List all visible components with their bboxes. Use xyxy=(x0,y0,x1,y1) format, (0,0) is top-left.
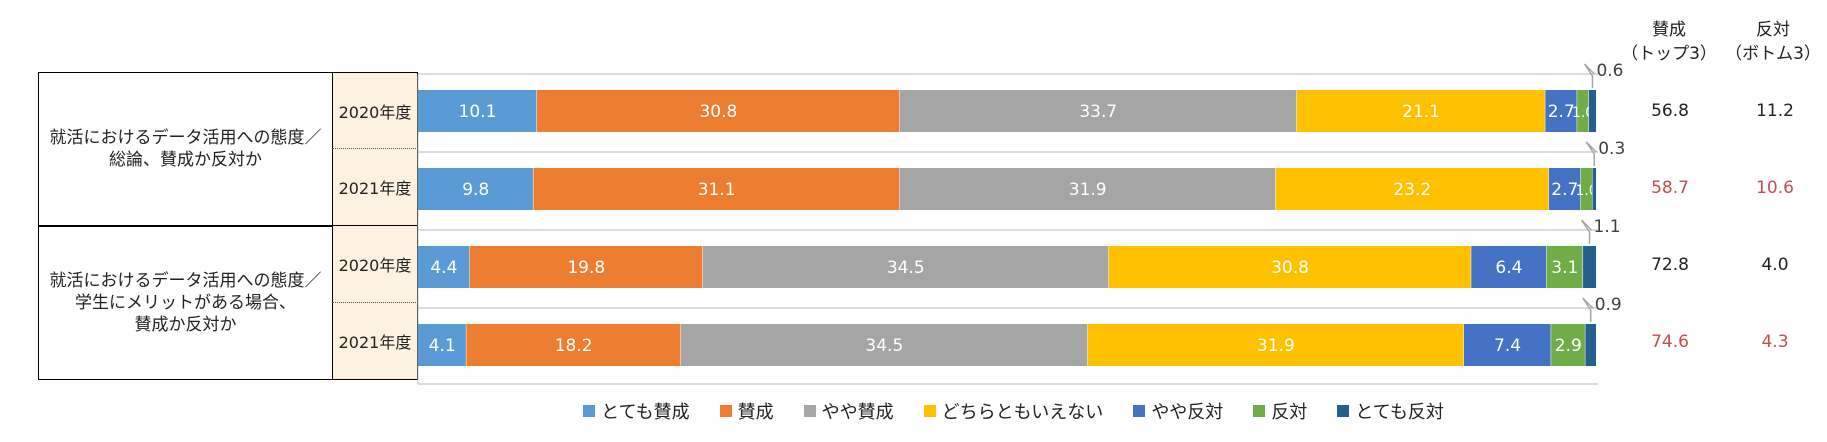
bar-segment xyxy=(1296,90,1546,132)
callout-line xyxy=(1585,141,1597,166)
bar-segment xyxy=(418,90,537,132)
data-label: 31.9 xyxy=(1257,336,1295,356)
callout-line xyxy=(1580,219,1593,244)
bar-segment xyxy=(702,246,1109,288)
bar-segment xyxy=(899,90,1297,132)
data-label: 34.5 xyxy=(887,258,925,278)
data-label: 30.8 xyxy=(699,102,737,122)
disagree-total-header: 反対 （ボトム3） xyxy=(1725,20,1821,64)
legend-label: やや反対 xyxy=(1151,402,1224,423)
data-label: 4.1 xyxy=(429,336,456,356)
legend-label: やや賛成 xyxy=(821,402,894,423)
legend-swatch xyxy=(923,405,936,417)
agree-total-g2-r1: 72.8 xyxy=(1651,255,1689,275)
legend-item: 反対 xyxy=(1253,398,1307,424)
data-label: 1.0 xyxy=(1572,105,1594,121)
legend-swatch xyxy=(803,405,816,417)
callout-line xyxy=(1583,63,1595,88)
bar-segment xyxy=(1588,90,1596,132)
bar-segment xyxy=(1577,90,1589,132)
data-label: 10.1 xyxy=(459,102,497,122)
bar-segment xyxy=(1108,246,1472,288)
data-label: 21.1 xyxy=(1402,102,1440,122)
callout-line xyxy=(1582,297,1594,322)
bar-segment xyxy=(1585,324,1596,366)
data-label: 9.8 xyxy=(462,180,489,200)
data-label: 2.7 xyxy=(1551,180,1578,200)
year-label-g2-r2: 2021年度 xyxy=(332,303,418,380)
bar-segment xyxy=(1463,324,1552,366)
disagree-total-g2-r1: 4.0 xyxy=(1761,255,1789,275)
bar-segment xyxy=(899,168,1276,210)
bar-segment xyxy=(1583,246,1596,288)
data-label: 34.5 xyxy=(865,336,903,356)
agree-total-header: 賛成 （トップ3） xyxy=(1621,20,1717,64)
data-label: 1.1 xyxy=(1594,217,1621,237)
bar-segment xyxy=(1551,324,1586,366)
bar-segment xyxy=(536,90,900,132)
data-label: 18.2 xyxy=(555,336,593,356)
question-label-1: 就活におけるデータ活用への態度／ 総論、賛成か反対か xyxy=(38,72,333,226)
disagree-total-g1-r2: 10.6 xyxy=(1756,178,1794,198)
bar-segment xyxy=(1545,90,1578,132)
legend-swatch xyxy=(583,405,596,417)
legend-item: とても賛成 xyxy=(583,398,690,424)
data-label: 31.9 xyxy=(1069,180,1107,200)
bar-segment xyxy=(1548,168,1581,210)
bar-segment xyxy=(418,246,470,288)
agree-total-g1-r2: 58.7 xyxy=(1651,178,1689,198)
data-label: 7.4 xyxy=(1494,336,1521,356)
legend-item: やや反対 xyxy=(1133,398,1223,424)
bar-segment xyxy=(418,324,467,366)
bar-segment xyxy=(1471,246,1547,288)
legend-label: とても賛成 xyxy=(601,402,690,423)
legend-label: どちらともいえない xyxy=(941,402,1104,423)
legend-item: とても反対 xyxy=(1337,398,1444,424)
legend-label: 賛成 xyxy=(737,402,774,423)
agree-total-g1-r1: 56.8 xyxy=(1651,101,1689,121)
data-label: 30.8 xyxy=(1271,258,1309,278)
data-label: 23.2 xyxy=(1393,180,1431,200)
data-label: 1.0 xyxy=(1575,183,1597,199)
data-label: 33.7 xyxy=(1079,102,1117,122)
disagree-total-g2-r2: 4.3 xyxy=(1761,332,1789,352)
data-label: 2.9 xyxy=(1555,336,1582,356)
data-label: 0.9 xyxy=(1595,295,1622,315)
data-label: 3.1 xyxy=(1551,258,1578,278)
year-label-g1-r1: 2020年度 xyxy=(332,72,418,149)
bar-segment xyxy=(1275,168,1549,210)
legend-item: やや賛成 xyxy=(803,398,894,424)
agree-total-g2-r2: 74.6 xyxy=(1651,332,1689,352)
data-label: 2.7 xyxy=(1548,102,1575,122)
bar-segment xyxy=(1546,246,1584,288)
legend-item: 賛成 xyxy=(719,398,774,424)
bar-segment xyxy=(680,324,1088,366)
bar-segment xyxy=(469,246,703,288)
disagree-total-g1-r1: 11.2 xyxy=(1756,101,1794,121)
bar-segment xyxy=(1580,168,1593,210)
legend-label: 反対 xyxy=(1271,402,1308,423)
legend-swatch xyxy=(1133,405,1146,417)
bar-segment xyxy=(1592,168,1596,210)
bar-segment xyxy=(1087,324,1464,366)
chart-legend: とても賛成 賛成 やや賛成 どちらともいえない やや反対 反対 とても反対 xyxy=(0,398,1827,424)
data-label: 19.8 xyxy=(567,258,605,278)
data-label: 0.3 xyxy=(1598,139,1625,159)
data-label: 4.4 xyxy=(430,258,457,278)
bar-segment xyxy=(466,324,681,366)
legend-swatch xyxy=(1253,405,1266,417)
legend-item: どちらともいえない xyxy=(923,398,1104,424)
legend-label: とても反対 xyxy=(1355,402,1444,423)
bar-segment xyxy=(533,168,900,210)
data-label: 6.4 xyxy=(1495,258,1522,278)
data-label: 31.1 xyxy=(698,180,736,200)
legend-swatch xyxy=(1337,405,1350,417)
legend-swatch xyxy=(719,405,732,417)
year-label-g2-r1: 2020年度 xyxy=(332,226,418,303)
data-label: 0.6 xyxy=(1596,61,1623,81)
bar-segment xyxy=(418,168,534,210)
